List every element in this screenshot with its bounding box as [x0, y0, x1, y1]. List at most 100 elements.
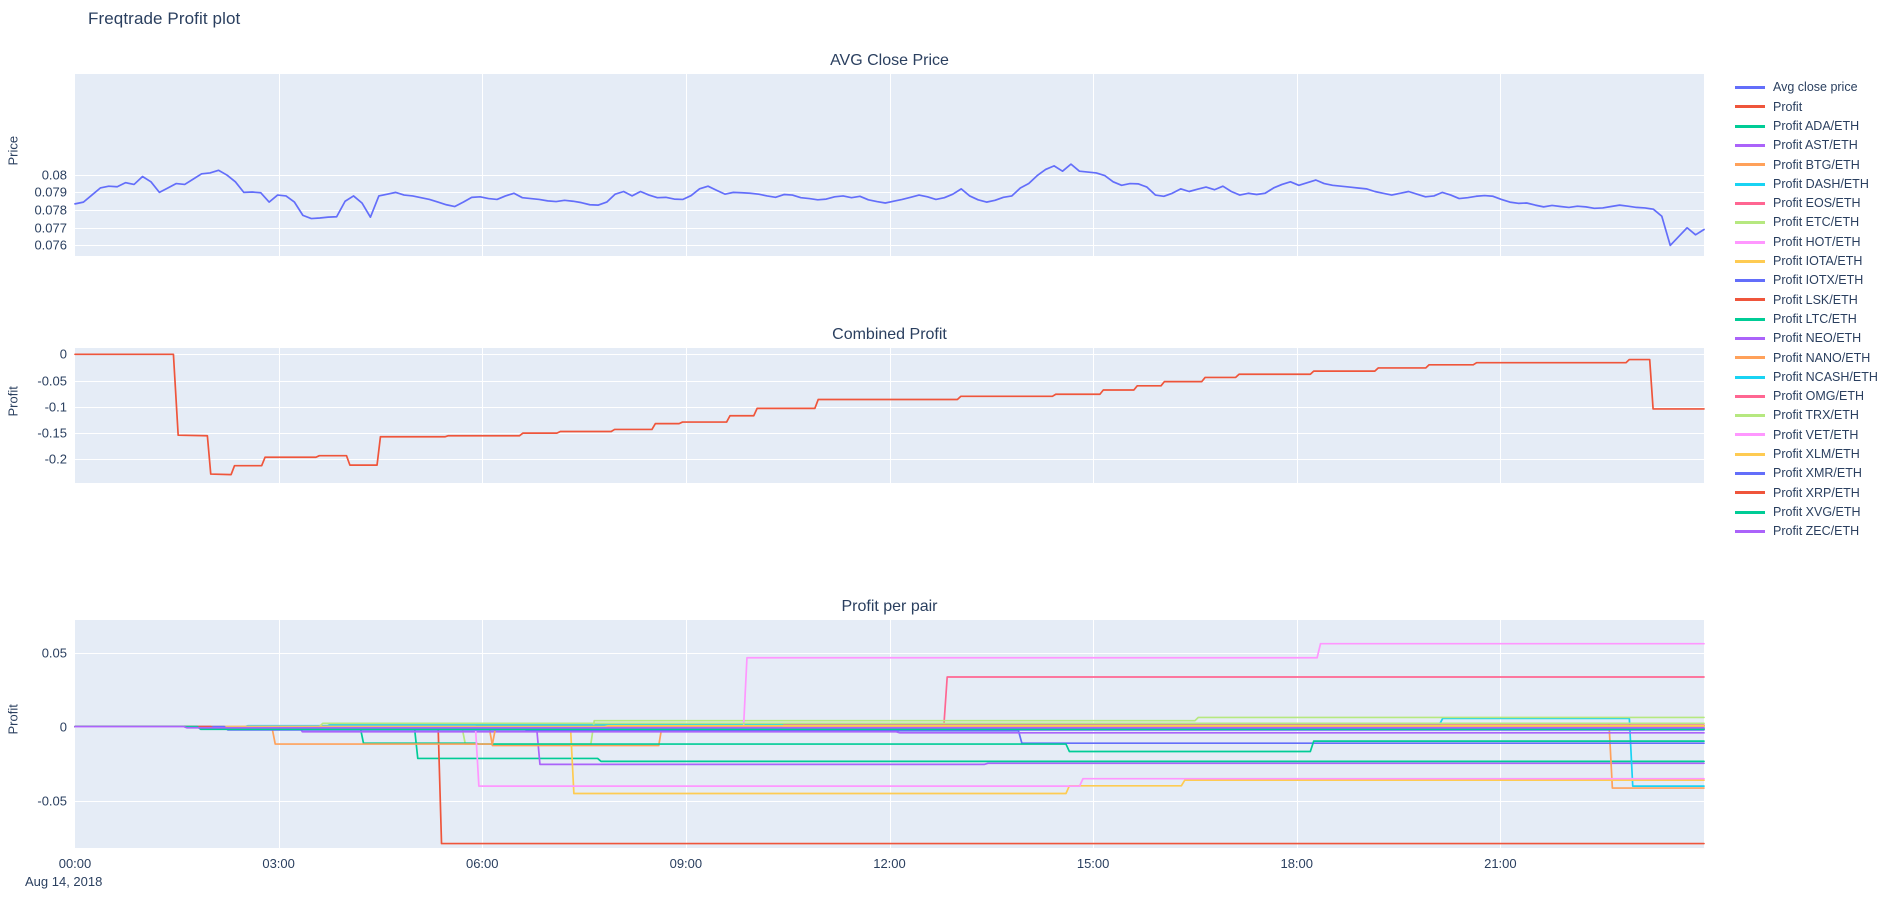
- x-axis-tick-label: 21:00: [1484, 856, 1517, 871]
- legend-color-swatch: [1735, 510, 1765, 514]
- data-series-line: [74, 725, 1705, 787]
- legend-item-label: Profit HOT/ETH: [1773, 234, 1861, 249]
- legend-item[interactable]: Profit OMG/ETH: [1735, 387, 1878, 406]
- legend: Avg close price Profit Profit ADA/ETH Profi…: [1735, 78, 1878, 541]
- legend-item[interactable]: Profit VET/ETH: [1735, 425, 1878, 444]
- y-axis-tick-label: -0.05: [37, 793, 67, 809]
- legend-color-swatch: [1735, 124, 1765, 128]
- y-axis-tick-label: 0.08: [41, 167, 67, 183]
- legend-item-label: Profit OMG/ETH: [1773, 389, 1864, 404]
- legend-item-label: Profit: [1773, 99, 1803, 114]
- legend-color-swatch: [1735, 182, 1765, 186]
- legend-item[interactable]: Profit LSK/ETH: [1735, 290, 1878, 309]
- legend-item[interactable]: Profit IOTA/ETH: [1735, 252, 1878, 271]
- subplot-title-2: Combined Profit: [832, 326, 947, 343]
- legend-color-swatch: [1735, 375, 1765, 379]
- y-axis-tick-label: 0.05: [41, 645, 67, 661]
- legend-item[interactable]: Profit TRX/ETH: [1735, 406, 1878, 425]
- y-axis-tick-label: 0.079: [34, 184, 67, 200]
- legend-color-swatch: [1735, 317, 1765, 321]
- gridline-vertical: [685, 620, 687, 848]
- gridline-vertical: [1500, 348, 1502, 483]
- y-axis-tick-label: -0.1: [44, 399, 67, 415]
- gridline-vertical: [889, 348, 891, 483]
- x-axis-tick-label: 00:00: [58, 856, 92, 871]
- legend-item-label: Profit XRP/ETH: [1773, 485, 1860, 500]
- data-series-line: [74, 725, 1705, 728]
- plot-lines-3: [74, 642, 1705, 845]
- legend-item[interactable]: Profit XVG/ETH: [1735, 503, 1878, 522]
- legend-item-label: Profit VET/ETH: [1773, 427, 1859, 442]
- legend-item-label: Profit ETC/ETH: [1773, 215, 1860, 230]
- gridline-vertical: [1500, 620, 1502, 848]
- subplot-profit-per-pair: Profit per pair Profit 0.05 0 -0.05 00:00 0…: [6, 598, 1705, 888]
- legend-item[interactable]: Profit NANO/ETH: [1735, 348, 1878, 367]
- legend-item[interactable]: Profit HOT/ETH: [1735, 232, 1878, 251]
- gridline-vertical: [889, 620, 891, 848]
- gridline-vertical: [1093, 348, 1095, 483]
- x-axis-tick-label: 18:00: [1280, 856, 1314, 871]
- legend-color-swatch: [1735, 240, 1765, 244]
- legend-item-label: Profit LSK/ETH: [1773, 292, 1858, 307]
- y-axis-tick-label: 0.076: [34, 237, 67, 253]
- gridline-vertical: [482, 348, 484, 483]
- y-axis-tick-label: 0.077: [34, 220, 67, 236]
- subplot-title-1: AVG Close Price: [830, 52, 949, 69]
- y-axis-tick-label: -0.05: [37, 373, 67, 389]
- legend-color-swatch: [1735, 452, 1765, 456]
- legend-item-label: Profit NEO/ETH: [1773, 331, 1862, 346]
- legend-color-swatch: [1735, 356, 1765, 360]
- data-series-line: [74, 642, 1705, 728]
- legend-color-swatch: [1735, 201, 1765, 205]
- legend-item-label: Profit LTC/ETH: [1773, 311, 1857, 326]
- legend-item[interactable]: Profit XLM/ETH: [1735, 445, 1878, 464]
- legend-item-label: Profit ZEC/ETH: [1773, 524, 1860, 539]
- legend-item-label: Profit TRX/ETH: [1773, 408, 1859, 423]
- legend-item-label: Profit NCASH/ETH: [1773, 369, 1878, 384]
- legend-item-label: Avg close price: [1773, 80, 1858, 95]
- legend-item-label: Profit AST/ETH: [1773, 138, 1858, 153]
- legend-color-swatch: [1735, 105, 1765, 109]
- legend-item-label: Profit ADA/ETH: [1773, 118, 1860, 133]
- legend-item[interactable]: Profit ETC/ETH: [1735, 213, 1878, 232]
- legend-item-label: Profit DASH/ETH: [1773, 176, 1869, 191]
- legend-item[interactable]: Profit NEO/ETH: [1735, 329, 1878, 348]
- y-axis-tick-label: 0.078: [34, 202, 67, 218]
- x-axis-tick-label: 09:00: [669, 856, 703, 871]
- gridline-vertical: [1093, 620, 1095, 848]
- legend-color-swatch: [1735, 414, 1765, 418]
- legend-item[interactable]: Profit EOS/ETH: [1735, 194, 1878, 213]
- legend-item[interactable]: Profit ADA/ETH: [1735, 117, 1878, 136]
- legend-item[interactable]: Profit ZEC/ETH: [1735, 522, 1878, 541]
- legend-color-swatch: [1735, 298, 1765, 302]
- plot-lines-1: [74, 163, 1705, 247]
- legend-item[interactable]: Profit DASH/ETH: [1735, 174, 1878, 193]
- data-series-line: [74, 725, 1705, 729]
- data-series-line: [74, 725, 1705, 753]
- gridline-vertical: [1500, 74, 1502, 256]
- gridline-vertical: [278, 620, 280, 848]
- y-axis-tick-label: -0.15: [37, 425, 67, 441]
- legend-item[interactable]: Profit XMR/ETH: [1735, 464, 1878, 483]
- legend-item[interactable]: Profit XRP/ETH: [1735, 483, 1878, 502]
- legend-item[interactable]: Profit BTG/ETH: [1735, 155, 1878, 174]
- legend-color-swatch: [1735, 221, 1765, 225]
- data-series-line: [74, 725, 1705, 795]
- legend-item[interactable]: Profit IOTX/ETH: [1735, 271, 1878, 290]
- legend-color-swatch: [1735, 337, 1765, 340]
- legend-item[interactable]: Profit NCASH/ETH: [1735, 367, 1878, 386]
- y-axis-tick-label: 0: [59, 346, 67, 362]
- legend-item[interactable]: Avg close price: [1735, 78, 1878, 97]
- legend-item[interactable]: Profit LTC/ETH: [1735, 310, 1878, 329]
- x-axis-date-label: Aug 14, 2018: [25, 874, 103, 889]
- legend-item-label: Profit EOS/ETH: [1773, 196, 1861, 211]
- legend-item[interactable]: Profit AST/ETH: [1735, 136, 1878, 155]
- legend-item-label: Profit IOTA/ETH: [1773, 254, 1863, 269]
- gridline-vertical: [889, 74, 891, 256]
- gridline-vertical: [482, 620, 484, 848]
- legend-item-label: Profit IOTX/ETH: [1773, 273, 1864, 288]
- legend-color-swatch: [1735, 433, 1765, 437]
- plot-lines-2: [74, 353, 1705, 476]
- legend-item[interactable]: Profit: [1735, 97, 1878, 116]
